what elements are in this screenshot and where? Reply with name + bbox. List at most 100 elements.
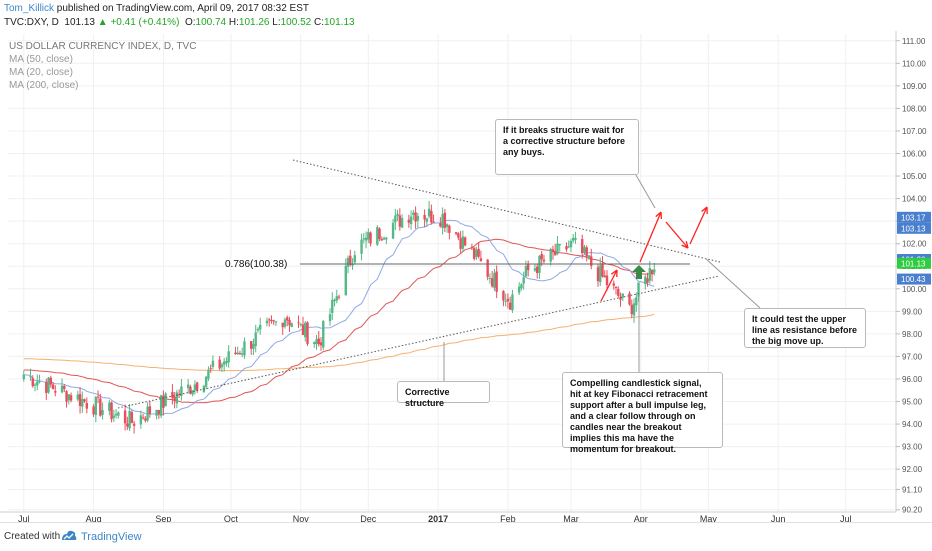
footer: Created with TradingView <box>0 522 932 551</box>
candle <box>448 224 451 240</box>
candle <box>209 364 212 373</box>
candle <box>587 255 591 260</box>
candle <box>635 292 638 312</box>
candle <box>526 260 530 277</box>
candle <box>490 270 494 288</box>
x-tick-label: Sep <box>155 514 171 522</box>
candle <box>288 316 291 332</box>
candle <box>463 236 467 247</box>
candle <box>234 346 237 355</box>
ma200-path <box>23 313 655 372</box>
candle <box>270 315 273 324</box>
candle <box>128 403 131 432</box>
candle <box>556 235 559 256</box>
candle <box>69 392 73 403</box>
candle <box>567 240 570 249</box>
y-tick-label: 110.00 <box>902 59 926 68</box>
tradingview-brand-link[interactable]: TradingView <box>81 531 142 543</box>
candle <box>612 280 615 290</box>
chart-legend: US DOLLAR CURRENCY INDEX, D, TVC MA (50,… <box>9 40 196 92</box>
symbol-label: TVC:DXY, D <box>4 17 59 28</box>
y-tick-label: 95.00 <box>902 398 923 407</box>
note-connector <box>635 174 656 209</box>
candle <box>222 357 226 372</box>
candle <box>344 258 347 296</box>
close-value: 101.13 <box>324 17 355 28</box>
candle <box>306 321 309 346</box>
high-value: 101.26 <box>238 17 270 28</box>
candle <box>520 283 523 291</box>
candle <box>31 375 34 388</box>
candle <box>488 273 492 284</box>
candle <box>454 232 458 236</box>
author-link[interactable]: Tom_Killick <box>4 3 55 14</box>
candle <box>650 269 654 282</box>
candle <box>204 375 208 390</box>
candle <box>297 315 300 329</box>
ma200-line <box>23 313 655 372</box>
x-tick-label: Aug <box>86 514 102 522</box>
price-badge: 103.13 <box>897 222 931 234</box>
price-badge-label: 100.43 <box>901 275 926 284</box>
candle <box>99 393 102 417</box>
candle <box>274 320 278 327</box>
candle <box>47 376 50 394</box>
candle <box>256 327 260 333</box>
low-label: L: <box>272 17 281 28</box>
drawings <box>117 159 761 409</box>
candle <box>286 315 289 327</box>
candle <box>227 345 230 368</box>
price-chart[interactable]: Jul Aug Sep Oct Nov Dec 2017 Feb Mar Apr May Jun Jul… <box>0 31 932 522</box>
candle <box>331 292 334 321</box>
x-tick-label: Oct <box>224 514 239 522</box>
projection-arrow-icon <box>639 211 663 263</box>
candle <box>583 244 586 255</box>
candle <box>81 391 84 413</box>
price-badge-label: 101.13 <box>901 259 926 268</box>
legend-ma20[interactable]: MA (20, close) <box>9 67 73 78</box>
y-tick-label: 90.20 <box>902 506 923 515</box>
candle <box>94 395 98 423</box>
candle <box>472 247 476 261</box>
candle <box>506 293 510 309</box>
candle <box>139 410 143 429</box>
y-tick-label: 111.00 <box>902 37 926 46</box>
candle <box>621 293 624 301</box>
candle <box>49 375 52 388</box>
close-label: C: <box>314 17 324 28</box>
candle <box>186 379 190 394</box>
candle <box>92 404 95 417</box>
y-tick-label: 102.00 <box>902 240 927 249</box>
legend-ma50[interactable]: MA (50, close) <box>9 54 73 65</box>
candle <box>614 286 618 295</box>
candle <box>313 341 316 348</box>
candle <box>360 233 363 261</box>
candle <box>601 256 604 278</box>
note-break-structure: If it breaks structure wait for a correc… <box>495 119 639 175</box>
candle <box>475 246 478 261</box>
candles <box>22 201 656 434</box>
candle <box>477 242 480 259</box>
y-tick-label: 99.00 <box>902 307 923 316</box>
note-connector <box>704 257 761 309</box>
candle <box>581 234 584 259</box>
candle <box>130 410 134 424</box>
projection-arrow-icon <box>665 221 689 249</box>
candle <box>439 217 442 228</box>
candle <box>38 374 41 384</box>
legend-ma200[interactable]: MA (200, close) <box>9 80 79 91</box>
candle <box>191 390 194 397</box>
y-tick-label: 93.00 <box>902 443 923 452</box>
candle <box>430 204 433 225</box>
candle <box>123 404 127 431</box>
candle <box>376 225 379 247</box>
candle <box>304 321 307 342</box>
candle <box>646 272 649 287</box>
candle <box>259 317 262 335</box>
y-tick-label: 97.00 <box>902 352 923 361</box>
candle <box>504 293 507 307</box>
candle <box>540 250 543 266</box>
x-tick-label: 2017 <box>428 514 448 522</box>
note-test-upper-line: It could test the upper line as resistan… <box>744 308 866 348</box>
ma20-path <box>23 219 655 416</box>
